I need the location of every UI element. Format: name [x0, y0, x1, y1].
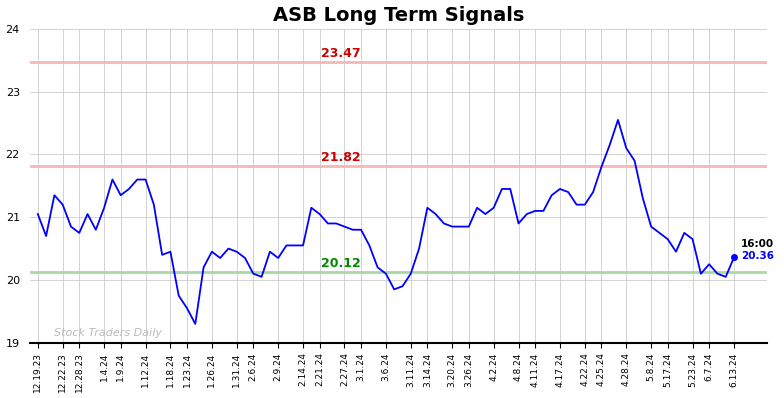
Text: 23.47: 23.47: [321, 47, 361, 60]
Text: 20.12: 20.12: [321, 258, 361, 270]
Text: 20.36: 20.36: [741, 251, 774, 261]
Text: 21.82: 21.82: [321, 151, 361, 164]
Text: 16:00: 16:00: [741, 238, 774, 248]
Title: ASB Long Term Signals: ASB Long Term Signals: [273, 6, 524, 25]
Text: Stock Traders Daily: Stock Traders Daily: [54, 328, 162, 338]
